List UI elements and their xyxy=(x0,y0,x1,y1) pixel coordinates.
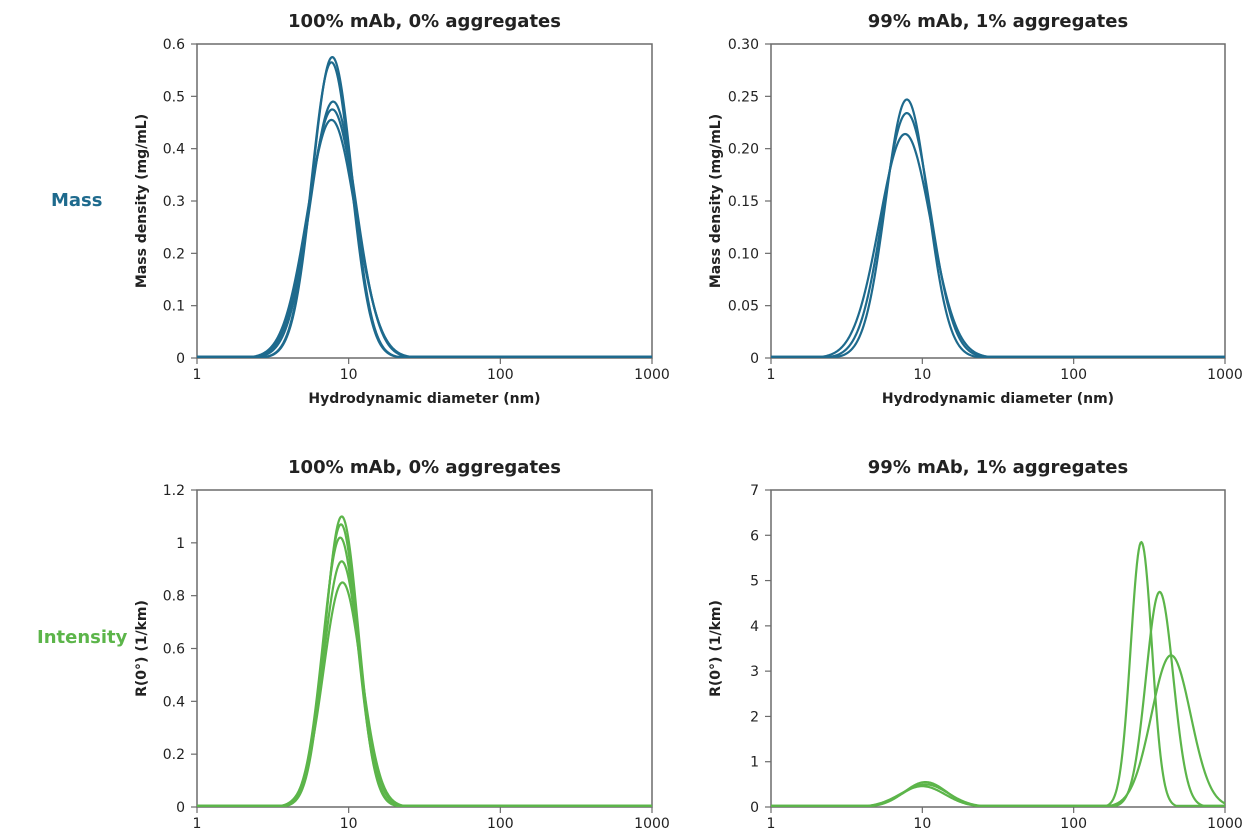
x-tick-label: 1 xyxy=(767,816,776,832)
series-line-5 xyxy=(196,118,653,358)
row-label-intensity: Intensity xyxy=(37,627,128,648)
plot-frame xyxy=(196,43,653,359)
series-line-2 xyxy=(196,61,653,358)
x-tick-label: 1000 xyxy=(1207,816,1243,832)
y-tick-label: 2 xyxy=(750,709,759,725)
y-tick-label: 0.2 xyxy=(163,747,185,763)
y-tick-label: 0.6 xyxy=(163,37,185,53)
y-tick-label: 0.2 xyxy=(163,246,185,262)
series-line-3 xyxy=(770,654,1226,807)
x-tick-label: 10 xyxy=(913,816,931,832)
x-tick-label: 1000 xyxy=(634,367,670,383)
y-tick-label: 0.25 xyxy=(728,89,759,105)
chart-panel-1: 100% mAb, 0% aggregates 1 10 100 1000 0 0.1 0.2… xyxy=(134,11,670,407)
y-tick-label: 0.4 xyxy=(163,694,185,710)
y-tick-label: 5 xyxy=(750,574,759,590)
y-tick-label: 0 xyxy=(750,351,759,367)
chart-panel-3: 100% mAb, 0% aggregates 1 10 100 1000 0 0.2 0.4… xyxy=(134,457,670,832)
y-tick-label: 1 xyxy=(750,755,759,771)
series-line-1 xyxy=(770,98,1226,358)
series-line-1 xyxy=(196,515,653,807)
y-axis-label: Mass density (mg/mL) xyxy=(134,114,150,288)
series-line-3 xyxy=(196,536,653,807)
plot-frame xyxy=(196,489,653,808)
y-axis-label: R(0°) (1/km) xyxy=(708,600,724,697)
series-line-3 xyxy=(770,132,1226,358)
series-line-5 xyxy=(196,581,653,807)
series-line-1 xyxy=(196,56,653,358)
x-tick-label: 1 xyxy=(767,367,776,383)
y-tick-label: 0.10 xyxy=(728,246,759,262)
y-tick-label: 0 xyxy=(176,351,185,367)
y-axis-label: R(0°) (1/km) xyxy=(134,600,150,697)
x-tick-label: 1 xyxy=(193,816,202,832)
series-line-1 xyxy=(770,541,1226,807)
series-line-3 xyxy=(196,100,653,358)
y-tick-label: 0.05 xyxy=(728,299,759,315)
x-tick-label: 100 xyxy=(1060,816,1087,832)
series-line-2 xyxy=(196,523,653,807)
y-tick-label: 0.15 xyxy=(728,194,759,210)
y-tick-label: 0.30 xyxy=(728,37,759,53)
x-tick-label: 1000 xyxy=(1207,367,1243,383)
chart-panel-2: 99% mAb, 1% aggregates 1 10 100 1000 0 0.05 0.1… xyxy=(708,11,1243,407)
series-line-4 xyxy=(196,560,653,807)
chart-title: 100% mAb, 0% aggregates xyxy=(288,457,561,478)
y-tick-label: 0 xyxy=(750,800,759,816)
series-line-4 xyxy=(196,108,653,358)
y-tick-label: 0.3 xyxy=(163,194,185,210)
y-tick-label: 4 xyxy=(750,619,759,635)
x-tick-label: 10 xyxy=(340,367,358,383)
plot-frame xyxy=(770,43,1226,359)
y-tick-label: 0 xyxy=(176,800,185,816)
chart-title: 99% mAb, 1% aggregates xyxy=(868,457,1128,478)
x-axis-label: Hydrodynamic diameter (nm) xyxy=(308,391,540,407)
x-axis-label: Hydrodynamic diameter (nm) xyxy=(882,391,1114,407)
x-tick-label: 100 xyxy=(1060,367,1087,383)
x-tick-label: 1 xyxy=(193,367,202,383)
series-line-2 xyxy=(770,112,1226,358)
y-tick-label: 0.6 xyxy=(163,642,185,658)
x-tick-label: 10 xyxy=(340,816,358,832)
y-tick-label: 3 xyxy=(750,664,759,680)
chart-title: 99% mAb, 1% aggregates xyxy=(868,11,1128,32)
y-tick-label: 0.8 xyxy=(163,589,185,605)
x-tick-label: 100 xyxy=(487,367,514,383)
x-tick-label: 1000 xyxy=(634,816,670,832)
y-tick-label: 6 xyxy=(750,528,759,544)
y-tick-label: 7 xyxy=(750,483,759,499)
plot-frame xyxy=(770,489,1226,808)
y-tick-label: 0.5 xyxy=(163,89,185,105)
x-tick-label: 100 xyxy=(487,816,514,832)
y-tick-label: 0.20 xyxy=(728,142,759,158)
series-line-2 xyxy=(770,590,1226,807)
chart-title: 100% mAb, 0% aggregates xyxy=(288,11,561,32)
y-tick-label: 1.2 xyxy=(163,483,185,499)
x-tick-label: 10 xyxy=(913,367,931,383)
y-tick-label: 0.1 xyxy=(163,299,185,315)
y-axis-label: Mass density (mg/mL) xyxy=(708,114,724,288)
y-tick-label: 0.4 xyxy=(163,142,185,158)
y-tick-label: 1 xyxy=(176,536,185,552)
row-label-mass: Mass xyxy=(51,190,103,211)
